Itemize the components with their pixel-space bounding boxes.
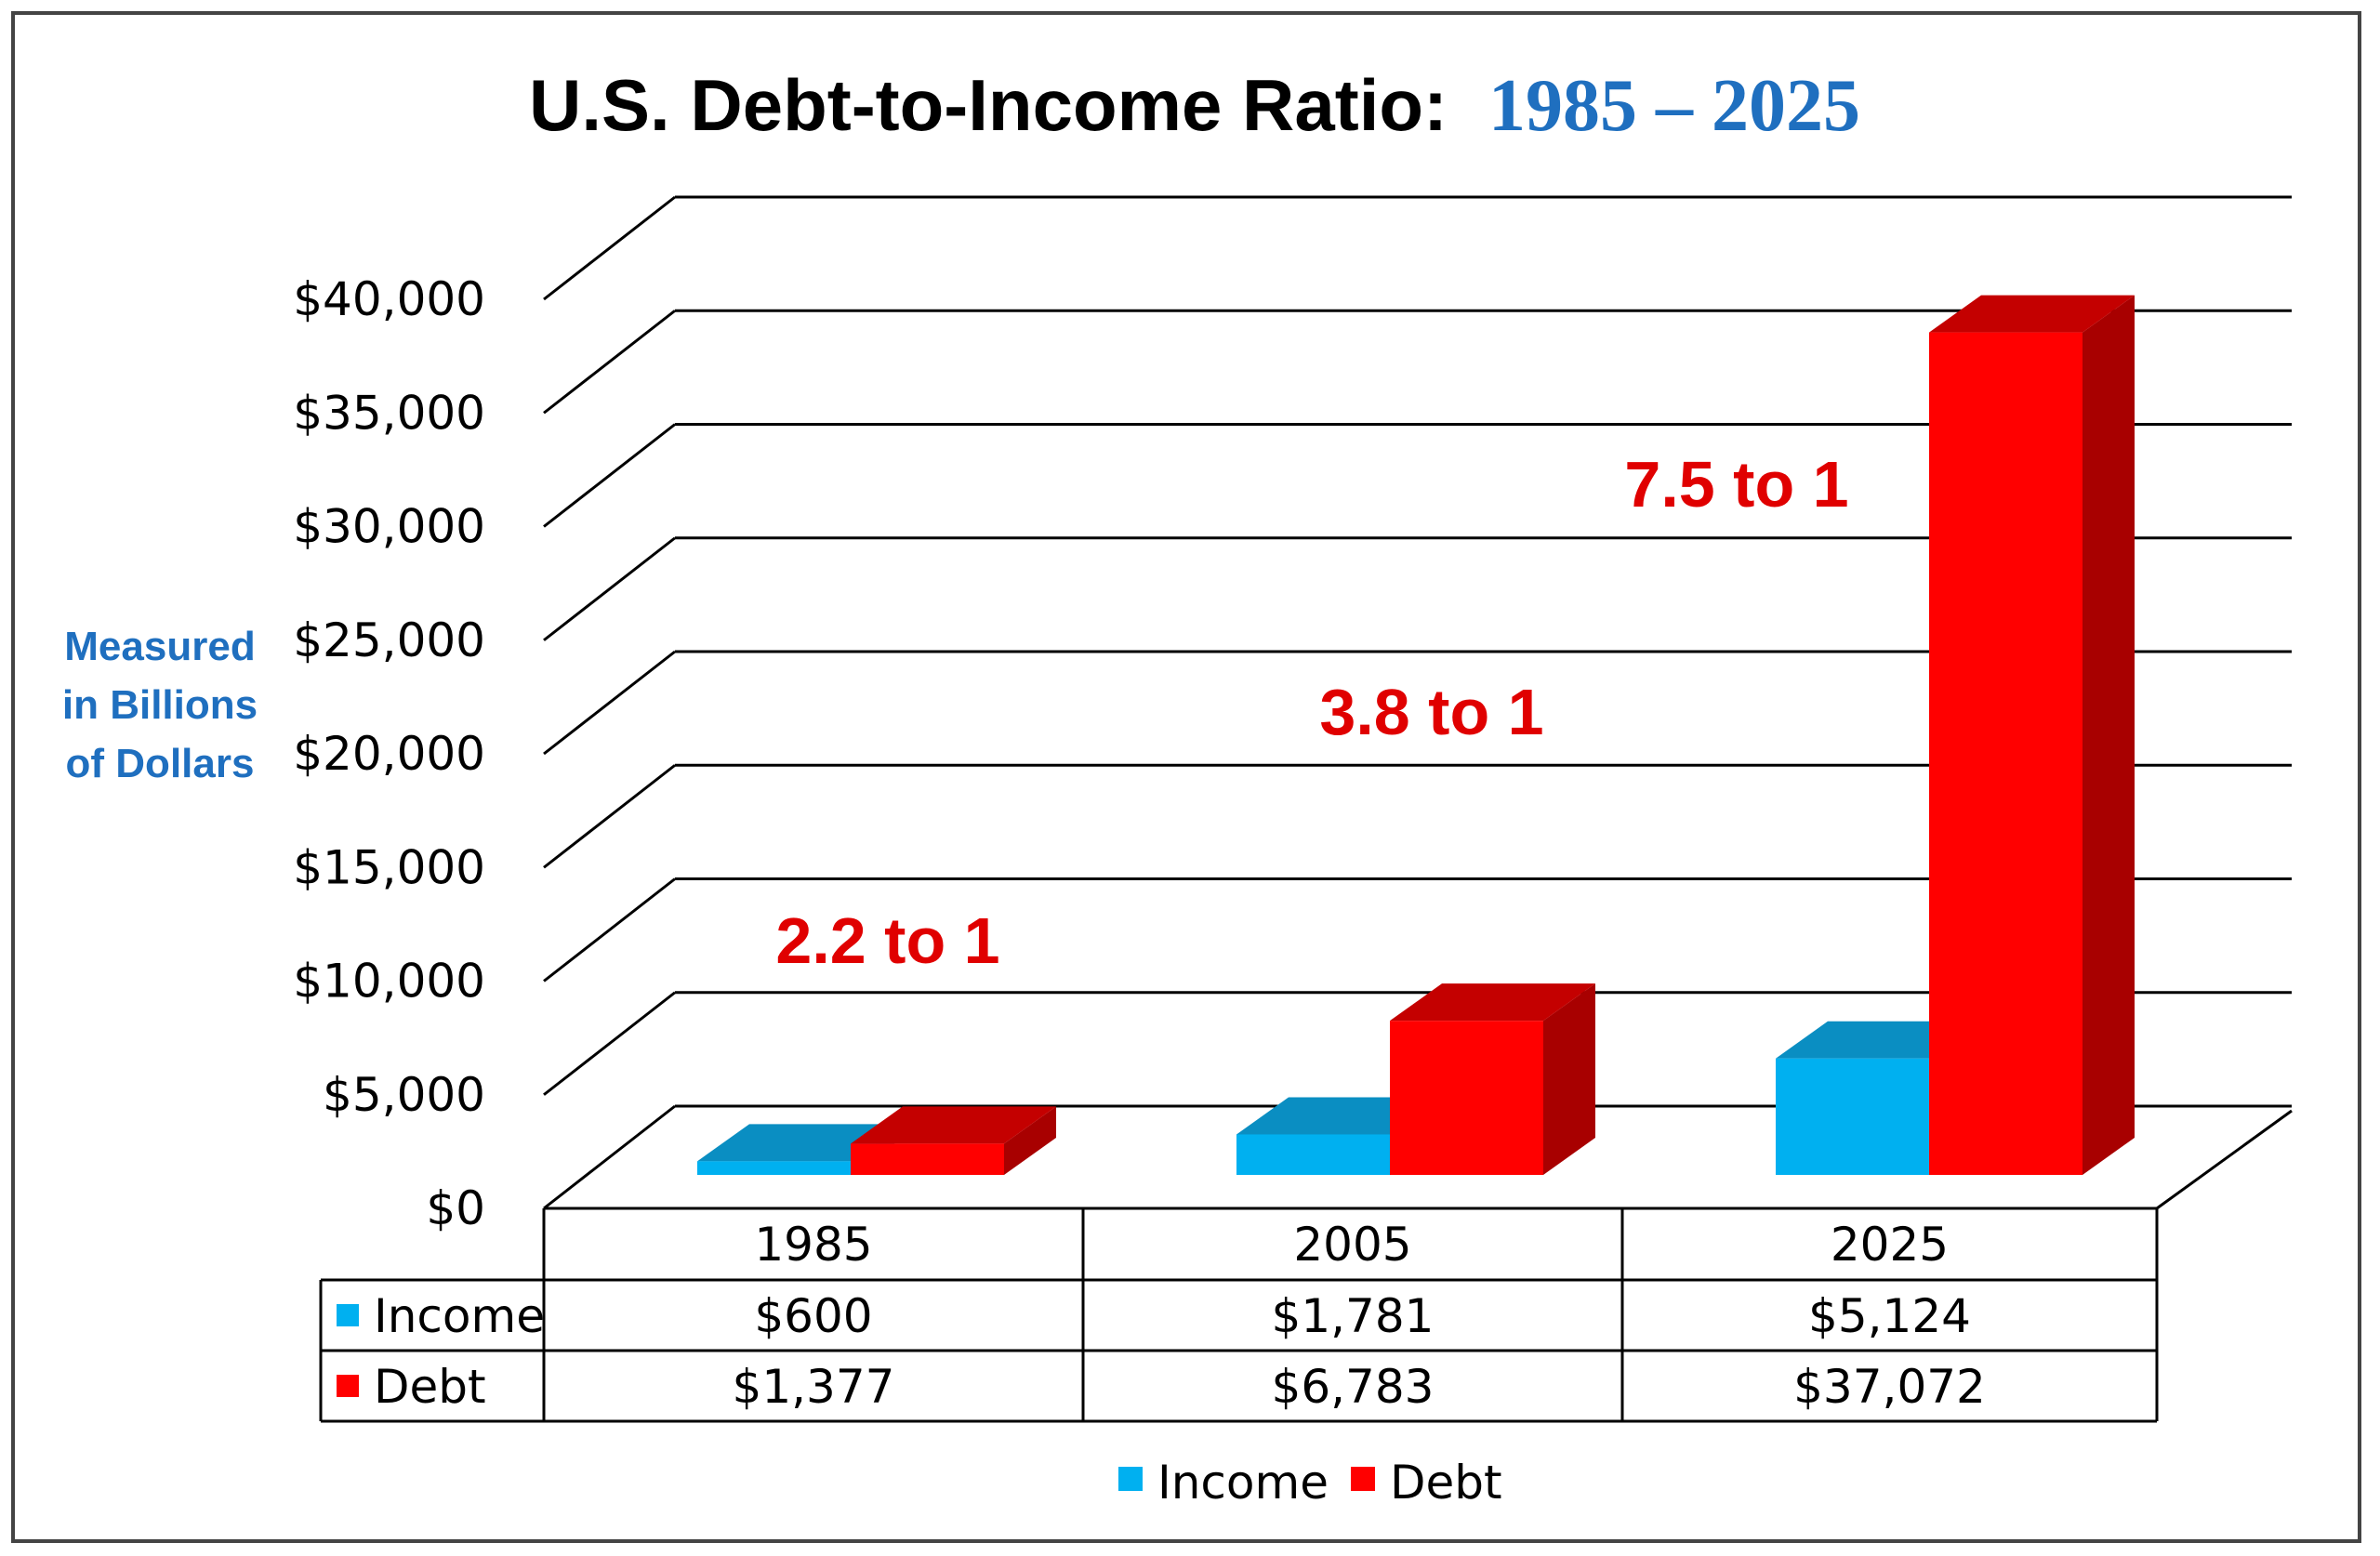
bar-income-2005 <box>1236 1134 1390 1175</box>
gridline-side-7 <box>543 310 676 415</box>
legend-label-debt: Debt <box>1390 1456 1502 1510</box>
y-tick-label-4: $20,000 <box>293 727 485 781</box>
bar-income-1985 <box>697 1161 851 1175</box>
gridline-side-3 <box>543 764 676 869</box>
title-accent: 1985 – 2025 <box>1488 65 1860 147</box>
gridline-side-4 <box>543 650 676 756</box>
chart-frame <box>11 11 2361 1543</box>
table-header-2025: 2025 <box>1831 1218 1949 1272</box>
bar-income-2025 <box>1776 1058 1929 1175</box>
legend: Income Debt <box>1118 1456 1502 1510</box>
bar-debt-2025 <box>1929 332 2082 1175</box>
y-axis-label-line-2: in Billions <box>62 682 258 728</box>
table-header-2005: 2005 <box>1293 1218 1411 1272</box>
chart-title: U.S. Debt-to-Income Ratio: 1985 – 2025 <box>529 64 1860 147</box>
legend-label-income: Income <box>1157 1456 1329 1510</box>
table-swatch-income <box>337 1304 359 1326</box>
ratio-annotation-2025: 7.5 to 1 <box>1624 448 1848 521</box>
table-cell-income-2005: $1,781 <box>1272 1289 1435 1343</box>
y-tick-label-7: $35,000 <box>293 386 485 440</box>
floor-right-edge <box>2156 1109 2293 1210</box>
table-row-label-debt: Debt <box>374 1360 486 1414</box>
gridline-side-8 <box>543 195 676 301</box>
bar-debt-1985 <box>851 1143 1004 1175</box>
bars <box>697 295 2135 1175</box>
y-tick-label-2: $10,000 <box>293 955 485 1009</box>
legend-swatch-income <box>1118 1467 1143 1491</box>
table-cell-income-2025: $5,124 <box>1808 1289 1971 1343</box>
gridline-side-0 <box>543 1104 676 1210</box>
ratio-annotation-2005: 3.8 to 1 <box>1319 676 1543 748</box>
y-tick-label-8: $40,000 <box>293 272 485 326</box>
title-main: U.S. Debt-to-Income Ratio: <box>529 64 1448 146</box>
gridline-side-6 <box>543 423 676 528</box>
gridline-side-5 <box>543 536 676 641</box>
y-tick-labels: $0 $5,000 $10,000 $15,000 $20,000 $25,000 $30,… <box>293 272 485 1235</box>
bar-side-debt-2005 <box>1543 983 1595 1175</box>
data-table: 1985 2005 2025 Income $600 $1,781 $5,124 Debt $1… <box>319 1207 2159 1423</box>
table-cell-debt-2005: $6,783 <box>1272 1360 1435 1414</box>
y-tick-label-6: $30,000 <box>293 500 485 554</box>
ratio-annotation-1985: 2.2 to 1 <box>775 904 999 977</box>
table-row-label-income: Income <box>374 1289 545 1343</box>
table-cell-debt-1985: $1,377 <box>733 1360 895 1414</box>
table-swatch-debt <box>337 1375 359 1397</box>
legend-swatch-debt <box>1351 1467 1375 1491</box>
table-header-1985: 1985 <box>754 1218 872 1272</box>
y-tick-label-0: $0 <box>426 1181 485 1235</box>
bar-debt-2005 <box>1390 1021 1543 1175</box>
y-axis-label-line-3: of Dollars <box>66 741 255 786</box>
table-cell-income-1985: $600 <box>754 1289 872 1343</box>
y-tick-label-3: $15,000 <box>293 840 485 894</box>
bar-top-debt-1985 <box>851 1106 1056 1144</box>
y-tick-label-5: $25,000 <box>293 613 485 667</box>
y-axis-label-line-1: Measured <box>64 624 255 669</box>
table-cell-debt-2025: $37,072 <box>1793 1360 1986 1414</box>
y-tick-label-1: $5,000 <box>323 1068 485 1122</box>
bar-side-debt-2025 <box>2082 295 2135 1175</box>
gridline-side-2 <box>543 877 676 982</box>
bar-top-debt-2025 <box>1929 295 2135 333</box>
gridline-side-1 <box>543 991 676 1096</box>
bar-side-debt-1985 <box>1004 1106 1056 1175</box>
bar-top-debt-2005 <box>1390 983 1595 1022</box>
